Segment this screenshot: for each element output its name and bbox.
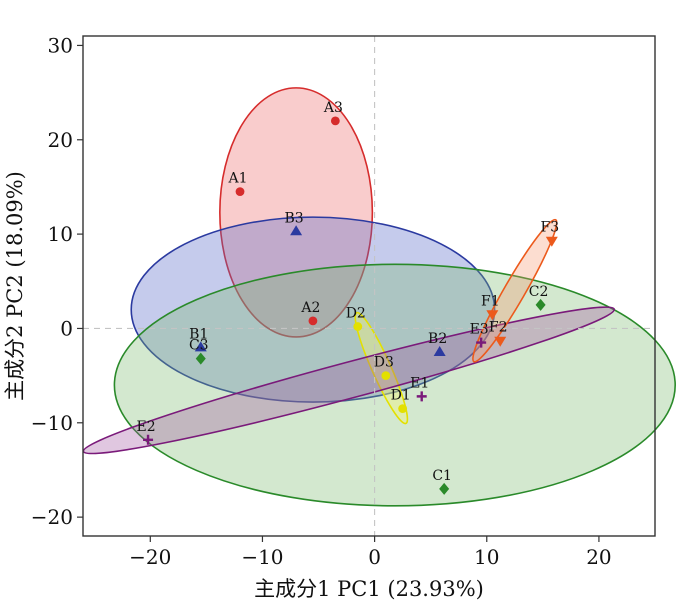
label-d2: D2 xyxy=(346,306,366,322)
label-b3: B3 xyxy=(284,210,303,226)
label-e2: E2 xyxy=(136,419,155,435)
x-tick-label: 0 xyxy=(368,545,381,569)
ellipse-b xyxy=(130,216,496,403)
label-d1: D1 xyxy=(391,388,411,404)
point-d2 xyxy=(353,322,363,331)
y-tick-label: 20 xyxy=(48,128,73,152)
label-b1: B1 xyxy=(189,326,208,342)
x-tick-label: 10 xyxy=(474,545,499,569)
label-f3: F3 xyxy=(541,220,560,236)
point-b2 xyxy=(433,346,446,357)
y-tick-label: 30 xyxy=(48,33,73,57)
label-b2: B2 xyxy=(428,331,447,347)
label-c3: C3 xyxy=(189,338,209,354)
ellipse-c xyxy=(113,263,676,507)
label-a1: A1 xyxy=(228,171,248,187)
point-e1 xyxy=(416,391,427,402)
point-a1 xyxy=(235,187,245,197)
point-f2 xyxy=(494,336,507,347)
x-tick-label: −20 xyxy=(129,545,171,569)
y-axis-ticks: −20 −10 0 10 20 30 xyxy=(31,33,83,529)
y-tick-label: 0 xyxy=(60,316,73,340)
y-tick-label: −10 xyxy=(31,411,73,435)
label-e1: E1 xyxy=(410,375,429,391)
point-labels: A1 A2 A3 B1 B2 B3 C1 C2 C3 D1 D2 D3 E1 E2 E3 F1 F2 F3 xyxy=(136,100,559,484)
plot-frame xyxy=(82,35,656,537)
x-tick-label: 20 xyxy=(586,545,611,569)
point-e3 xyxy=(476,337,487,348)
x-axis-ticks: −20 −10 0 10 20 xyxy=(129,536,612,569)
label-a3: A3 xyxy=(323,100,343,116)
y-tick-label: −20 xyxy=(31,505,73,529)
x-axis-title: 主成分1 PC1 (23.93%) xyxy=(254,577,484,601)
label-f2: F2 xyxy=(489,320,508,336)
label-d3: D3 xyxy=(374,355,394,371)
y-axis-title: 主成分2 PC2 (18.09%) xyxy=(3,171,27,401)
label-a2: A2 xyxy=(300,300,320,316)
point-a2 xyxy=(308,316,318,326)
label-c2: C2 xyxy=(529,284,549,300)
label-e3: E3 xyxy=(470,322,489,338)
point-f3 xyxy=(545,236,558,247)
point-b3 xyxy=(290,225,303,236)
ellipse-f xyxy=(472,218,558,363)
point-c1 xyxy=(439,482,450,495)
x-tick-label: −10 xyxy=(241,545,283,569)
point-d3 xyxy=(381,371,391,381)
label-f1: F1 xyxy=(481,293,500,309)
point-a3 xyxy=(330,116,340,126)
point-d1 xyxy=(398,404,408,414)
ellipse-a xyxy=(219,87,374,338)
point-c3 xyxy=(195,352,206,365)
data-points xyxy=(143,116,558,495)
ellipse-d xyxy=(354,311,409,425)
point-e2 xyxy=(143,434,154,445)
point-b1 xyxy=(194,341,207,352)
confidence-ellipses xyxy=(82,87,676,507)
label-c1: C1 xyxy=(432,468,452,484)
point-f1 xyxy=(486,310,499,321)
y-tick-label: 10 xyxy=(48,222,73,246)
point-c2 xyxy=(535,298,546,311)
reference-lines xyxy=(83,36,655,536)
